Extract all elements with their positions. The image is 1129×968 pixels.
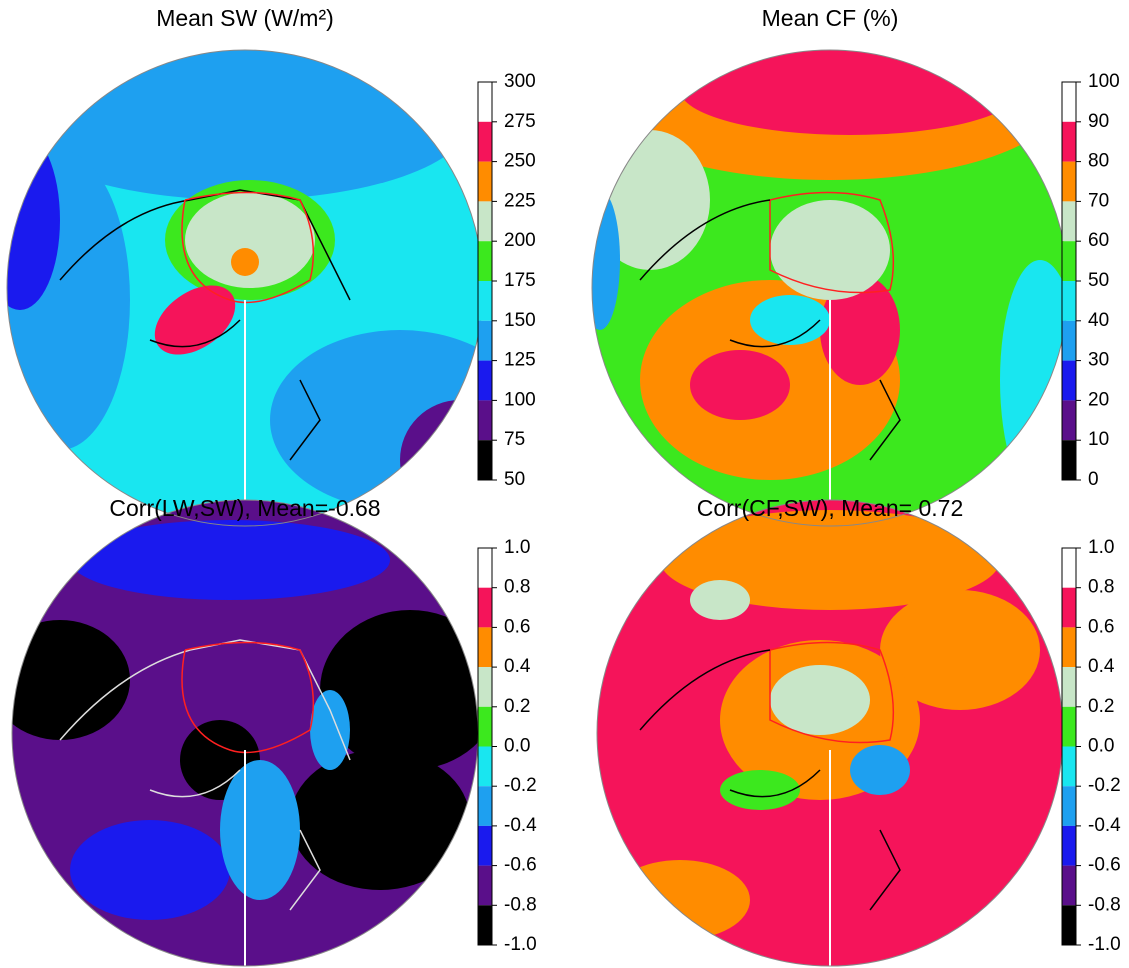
panel-title: Mean SW (W/m²) — [156, 5, 334, 31]
colorbar-segment — [478, 627, 492, 667]
colorbar-label: 0.0 — [504, 736, 530, 757]
colorbar-label: 0.2 — [1088, 696, 1114, 717]
colorbar-segment — [478, 707, 492, 747]
colorbar-segment — [1062, 321, 1076, 361]
panel-title: Corr(LW,SW), Mean=-0.68 — [109, 495, 380, 521]
colorbar-label: 225 — [504, 190, 536, 211]
colorbar-label: -1.0 — [504, 934, 537, 955]
colorbar-segment — [1062, 866, 1076, 906]
colorbar-label: 60 — [1088, 230, 1109, 251]
colorbar-label: 1.0 — [504, 537, 530, 558]
colorbar-segment — [1062, 905, 1076, 945]
colorbar-label: 100 — [504, 389, 536, 410]
colorbar-label: 0.8 — [504, 577, 530, 598]
map — [580, 20, 1080, 530]
colorbar-segment — [1062, 747, 1076, 787]
map — [0, 495, 500, 968]
colorbar-segment — [1062, 361, 1076, 401]
colorbar-segment — [1062, 548, 1076, 588]
colorbar-label: -0.6 — [1088, 855, 1121, 876]
colorbar-label: 250 — [504, 151, 536, 172]
map — [0, 40, 530, 530]
colorbar-label: 0.6 — [1088, 616, 1114, 637]
colorbar-label: 125 — [504, 350, 536, 371]
colorbar-label: 20 — [1088, 389, 1109, 410]
colorbar-segment — [1062, 786, 1076, 826]
colorbar-segment — [1062, 707, 1076, 747]
colorbar-label: 70 — [1088, 190, 1109, 211]
colorbar-label: 300 — [504, 71, 536, 92]
colorbar-label: -0.2 — [1088, 775, 1121, 796]
colorbar-segment — [1062, 400, 1076, 440]
colorbar-segment — [1062, 440, 1076, 480]
colorbar-label: 0.2 — [504, 696, 530, 717]
colorbar-segment — [1062, 241, 1076, 281]
colorbar-label: 0 — [1088, 469, 1099, 490]
colorbar-label: -0.4 — [504, 815, 537, 836]
colorbar-segment — [478, 321, 492, 361]
colorbar-segment — [478, 866, 492, 906]
colorbar-label: -0.2 — [504, 775, 537, 796]
colorbar-segment — [1062, 82, 1076, 122]
colorbar-segment — [1062, 162, 1076, 202]
colorbar-segment — [478, 281, 492, 321]
colorbar-segment — [1062, 667, 1076, 707]
colorbar-segment — [478, 241, 492, 281]
colorbar-segment — [478, 548, 492, 588]
colorbar-label: 175 — [504, 270, 536, 291]
colorbar-label: 100 — [1088, 71, 1120, 92]
colorbar-label: 50 — [504, 469, 525, 490]
colorbar-segment — [1062, 201, 1076, 241]
colorbar-label: 40 — [1088, 310, 1109, 331]
colorbar-segment — [478, 122, 492, 162]
panel-title: Corr(CF,SW), Mean= 0.72 — [697, 495, 964, 521]
colorbar-segment — [1062, 826, 1076, 866]
colorbar-segment — [478, 361, 492, 401]
colorbar-label: 275 — [504, 111, 536, 132]
colorbar-segment — [478, 667, 492, 707]
colorbar-label: -0.8 — [1088, 894, 1121, 915]
colorbar-label: -1.0 — [1088, 934, 1121, 955]
colorbar-label: 90 — [1088, 111, 1109, 132]
colorbar-label: 200 — [504, 230, 536, 251]
colorbar-segment — [478, 82, 492, 122]
colorbar-label: 0.0 — [1088, 736, 1114, 757]
colorbar-label: 10 — [1088, 429, 1109, 450]
colorbar-segment — [478, 905, 492, 945]
colorbar-segment — [478, 162, 492, 202]
colorbar-label: 75 — [504, 429, 525, 450]
colorbar-segment — [478, 440, 492, 480]
colorbar-label: -0.8 — [504, 894, 537, 915]
colorbar-label: 50 — [1088, 270, 1109, 291]
colorbar-segment — [478, 400, 492, 440]
colorbar-segment — [478, 786, 492, 826]
colorbar-segment — [478, 588, 492, 628]
colorbar-segment — [1062, 588, 1076, 628]
colorbar-label: 0.4 — [1088, 656, 1115, 677]
colorbar-label: 30 — [1088, 350, 1109, 371]
colorbar-label: 0.6 — [504, 616, 530, 637]
colorbar-segment — [1062, 122, 1076, 162]
colorbar-segment — [1062, 627, 1076, 667]
colorbar-label: -0.4 — [1088, 815, 1121, 836]
colorbar-segment — [478, 201, 492, 241]
panel-title: Mean CF (%) — [762, 5, 899, 31]
map — [585, 495, 1075, 968]
colorbar-segment — [478, 826, 492, 866]
colorbar-label: 0.8 — [1088, 577, 1114, 598]
colorbar-label: 150 — [504, 310, 536, 331]
colorbar-label: 1.0 — [1088, 537, 1114, 558]
colorbar-segment — [478, 747, 492, 787]
figure: Mean SW (W/m²) Mean CF (%) Corr(LW,SW), … — [0, 0, 1129, 968]
colorbar-segment — [1062, 281, 1076, 321]
colorbar-label: -0.6 — [504, 855, 537, 876]
colorbar-label: 0.4 — [504, 656, 531, 677]
colorbar-label: 80 — [1088, 151, 1109, 172]
